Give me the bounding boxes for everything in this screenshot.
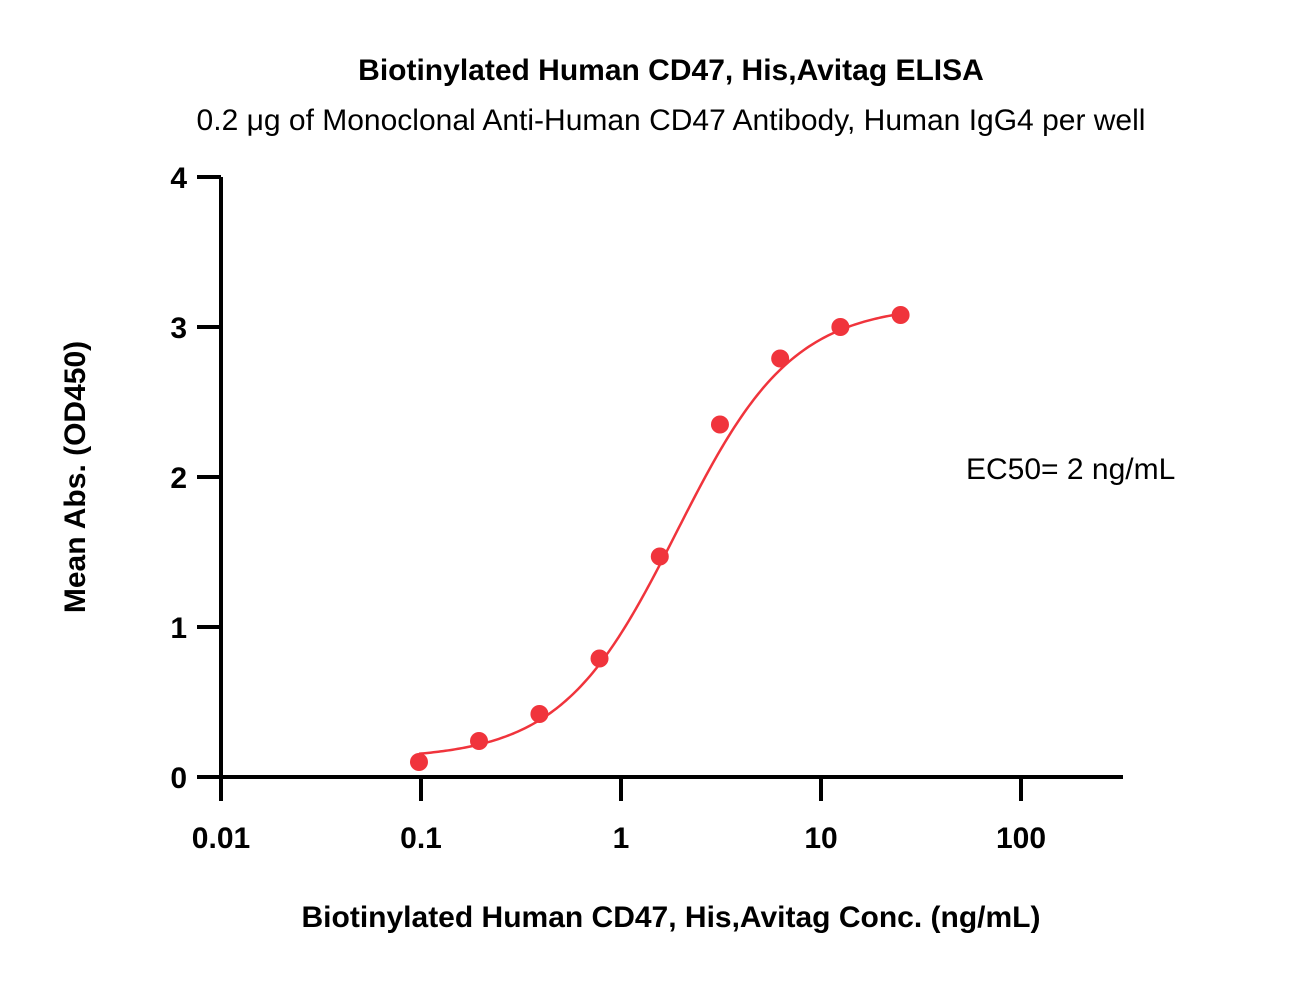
chart-title: Biotinylated Human CD47, His,Avitag ELIS… bbox=[358, 54, 984, 87]
y-tick-label: 3 bbox=[170, 312, 187, 345]
x-ticks: 0.01 0.1 1 10 100 bbox=[192, 777, 1046, 855]
x-axis-label: Biotinylated Human CD47, His,Avitag Conc… bbox=[302, 901, 1041, 934]
fit-curve bbox=[418, 312, 901, 756]
data-point bbox=[470, 732, 489, 750]
y-axis-label: Mean Abs. (OD450) bbox=[59, 341, 92, 613]
y-tick-label: 2 bbox=[170, 462, 187, 495]
y-tick-label: 0 bbox=[170, 762, 187, 795]
x-tick-label: 0.1 bbox=[400, 822, 442, 855]
data-point bbox=[710, 415, 729, 434]
data-point bbox=[409, 753, 428, 771]
data-points bbox=[409, 306, 910, 771]
data-point bbox=[590, 649, 609, 668]
x-tick-label: 10 bbox=[804, 822, 837, 855]
y-tick-label: 1 bbox=[170, 612, 187, 645]
ec50-annotation: EC50= 2 ng/mL bbox=[966, 453, 1175, 486]
data-point bbox=[650, 547, 669, 566]
x-tick-label: 1 bbox=[613, 822, 630, 855]
data-point bbox=[891, 306, 910, 324]
data-point bbox=[530, 705, 549, 723]
chart-subtitle: 0.2 μg of Monoclonal Anti-Human CD47 Ant… bbox=[197, 104, 1146, 137]
x-tick-label: 0.01 bbox=[192, 822, 250, 855]
data-point bbox=[771, 349, 790, 368]
y-tick-label: 4 bbox=[170, 162, 187, 195]
x-tick-label: 100 bbox=[996, 822, 1046, 855]
data-point bbox=[831, 318, 850, 336]
y-ticks: 0 1 2 3 4 bbox=[170, 162, 221, 795]
